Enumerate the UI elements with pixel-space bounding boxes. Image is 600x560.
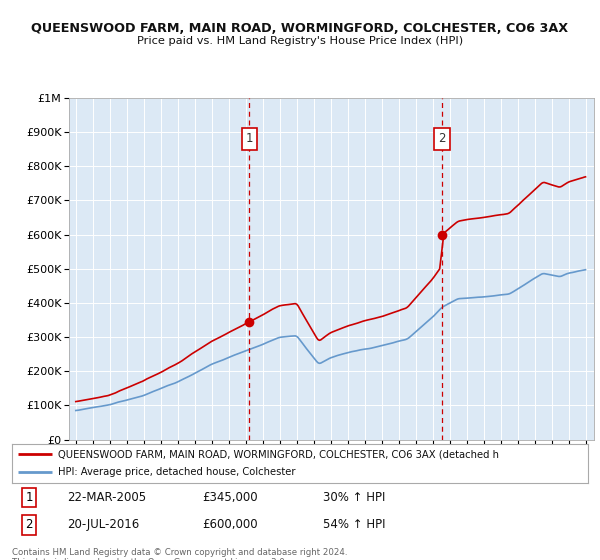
Text: QUEENSWOOD FARM, MAIN ROAD, WORMINGFORD, COLCHESTER, CO6 3AX: QUEENSWOOD FARM, MAIN ROAD, WORMINGFORD,… [31, 22, 569, 35]
Text: 1: 1 [245, 133, 253, 146]
Text: 54% ↑ HPI: 54% ↑ HPI [323, 519, 386, 531]
Text: 20-JUL-2016: 20-JUL-2016 [67, 519, 139, 531]
Text: QUEENSWOOD FARM, MAIN ROAD, WORMINGFORD, COLCHESTER, CO6 3AX (detached h: QUEENSWOOD FARM, MAIN ROAD, WORMINGFORD,… [58, 449, 499, 459]
Text: 2: 2 [438, 133, 446, 146]
Text: 2: 2 [26, 519, 33, 531]
Text: £345,000: £345,000 [202, 491, 258, 504]
Text: 1: 1 [26, 491, 33, 504]
Text: Price paid vs. HM Land Registry's House Price Index (HPI): Price paid vs. HM Land Registry's House … [137, 36, 463, 46]
Text: 30% ↑ HPI: 30% ↑ HPI [323, 491, 385, 504]
Text: 22-MAR-2005: 22-MAR-2005 [67, 491, 146, 504]
Text: Contains HM Land Registry data © Crown copyright and database right 2024.
This d: Contains HM Land Registry data © Crown c… [12, 548, 347, 560]
Text: £600,000: £600,000 [202, 519, 258, 531]
Text: HPI: Average price, detached house, Colchester: HPI: Average price, detached house, Colc… [58, 467, 296, 477]
